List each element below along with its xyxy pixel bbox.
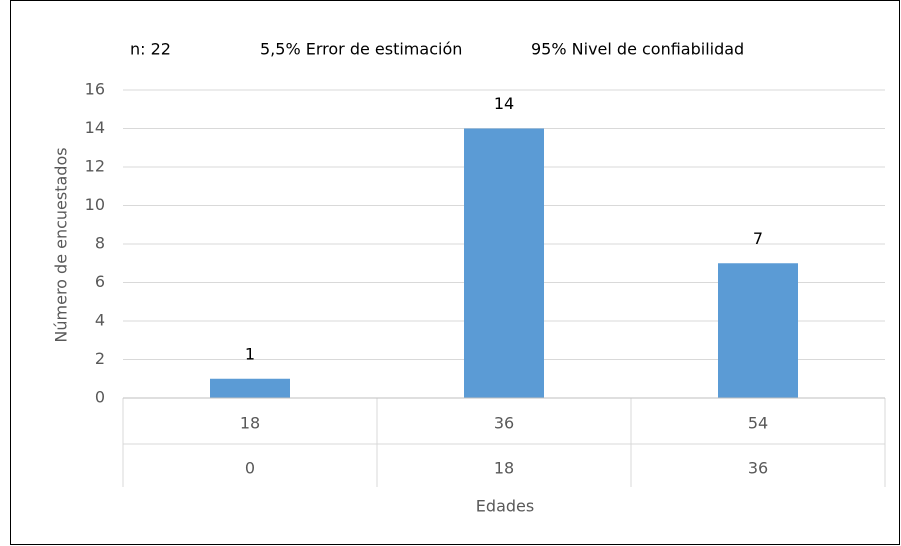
- y-tick-label: 2: [95, 349, 105, 368]
- x-tick-label: 18: [240, 414, 260, 433]
- y-tick-label: 6: [95, 272, 105, 291]
- y-tick-label: 0: [95, 388, 105, 407]
- x-tick-label: 36: [494, 414, 514, 433]
- y-tick-label: 12: [85, 157, 105, 176]
- bar: [464, 128, 544, 398]
- y-tick-label: 4: [95, 311, 105, 330]
- annotation: 95% Nivel de confiabilidad: [531, 40, 744, 59]
- y-tick-label: 8: [95, 234, 105, 253]
- x-tick-label: 0: [245, 459, 255, 478]
- y-axis-label: Número de encuestados: [52, 147, 71, 342]
- annotation: n: 22: [130, 40, 171, 59]
- y-tick-label: 14: [85, 118, 105, 137]
- data-label: 14: [494, 94, 514, 113]
- x-tick-label: 18: [494, 459, 514, 478]
- data-label: 1: [245, 344, 255, 363]
- x-tick-label: 54: [748, 414, 768, 433]
- data-label: 7: [753, 229, 763, 248]
- x-axis-label: Edades: [476, 497, 534, 516]
- bar: [718, 263, 798, 398]
- y-tick-label: 10: [85, 195, 105, 214]
- annotation: 5,5% Error de estimación: [260, 40, 462, 59]
- y-tick-label: 16: [85, 80, 105, 99]
- x-tick-label: 36: [748, 459, 768, 478]
- bar: [210, 378, 290, 398]
